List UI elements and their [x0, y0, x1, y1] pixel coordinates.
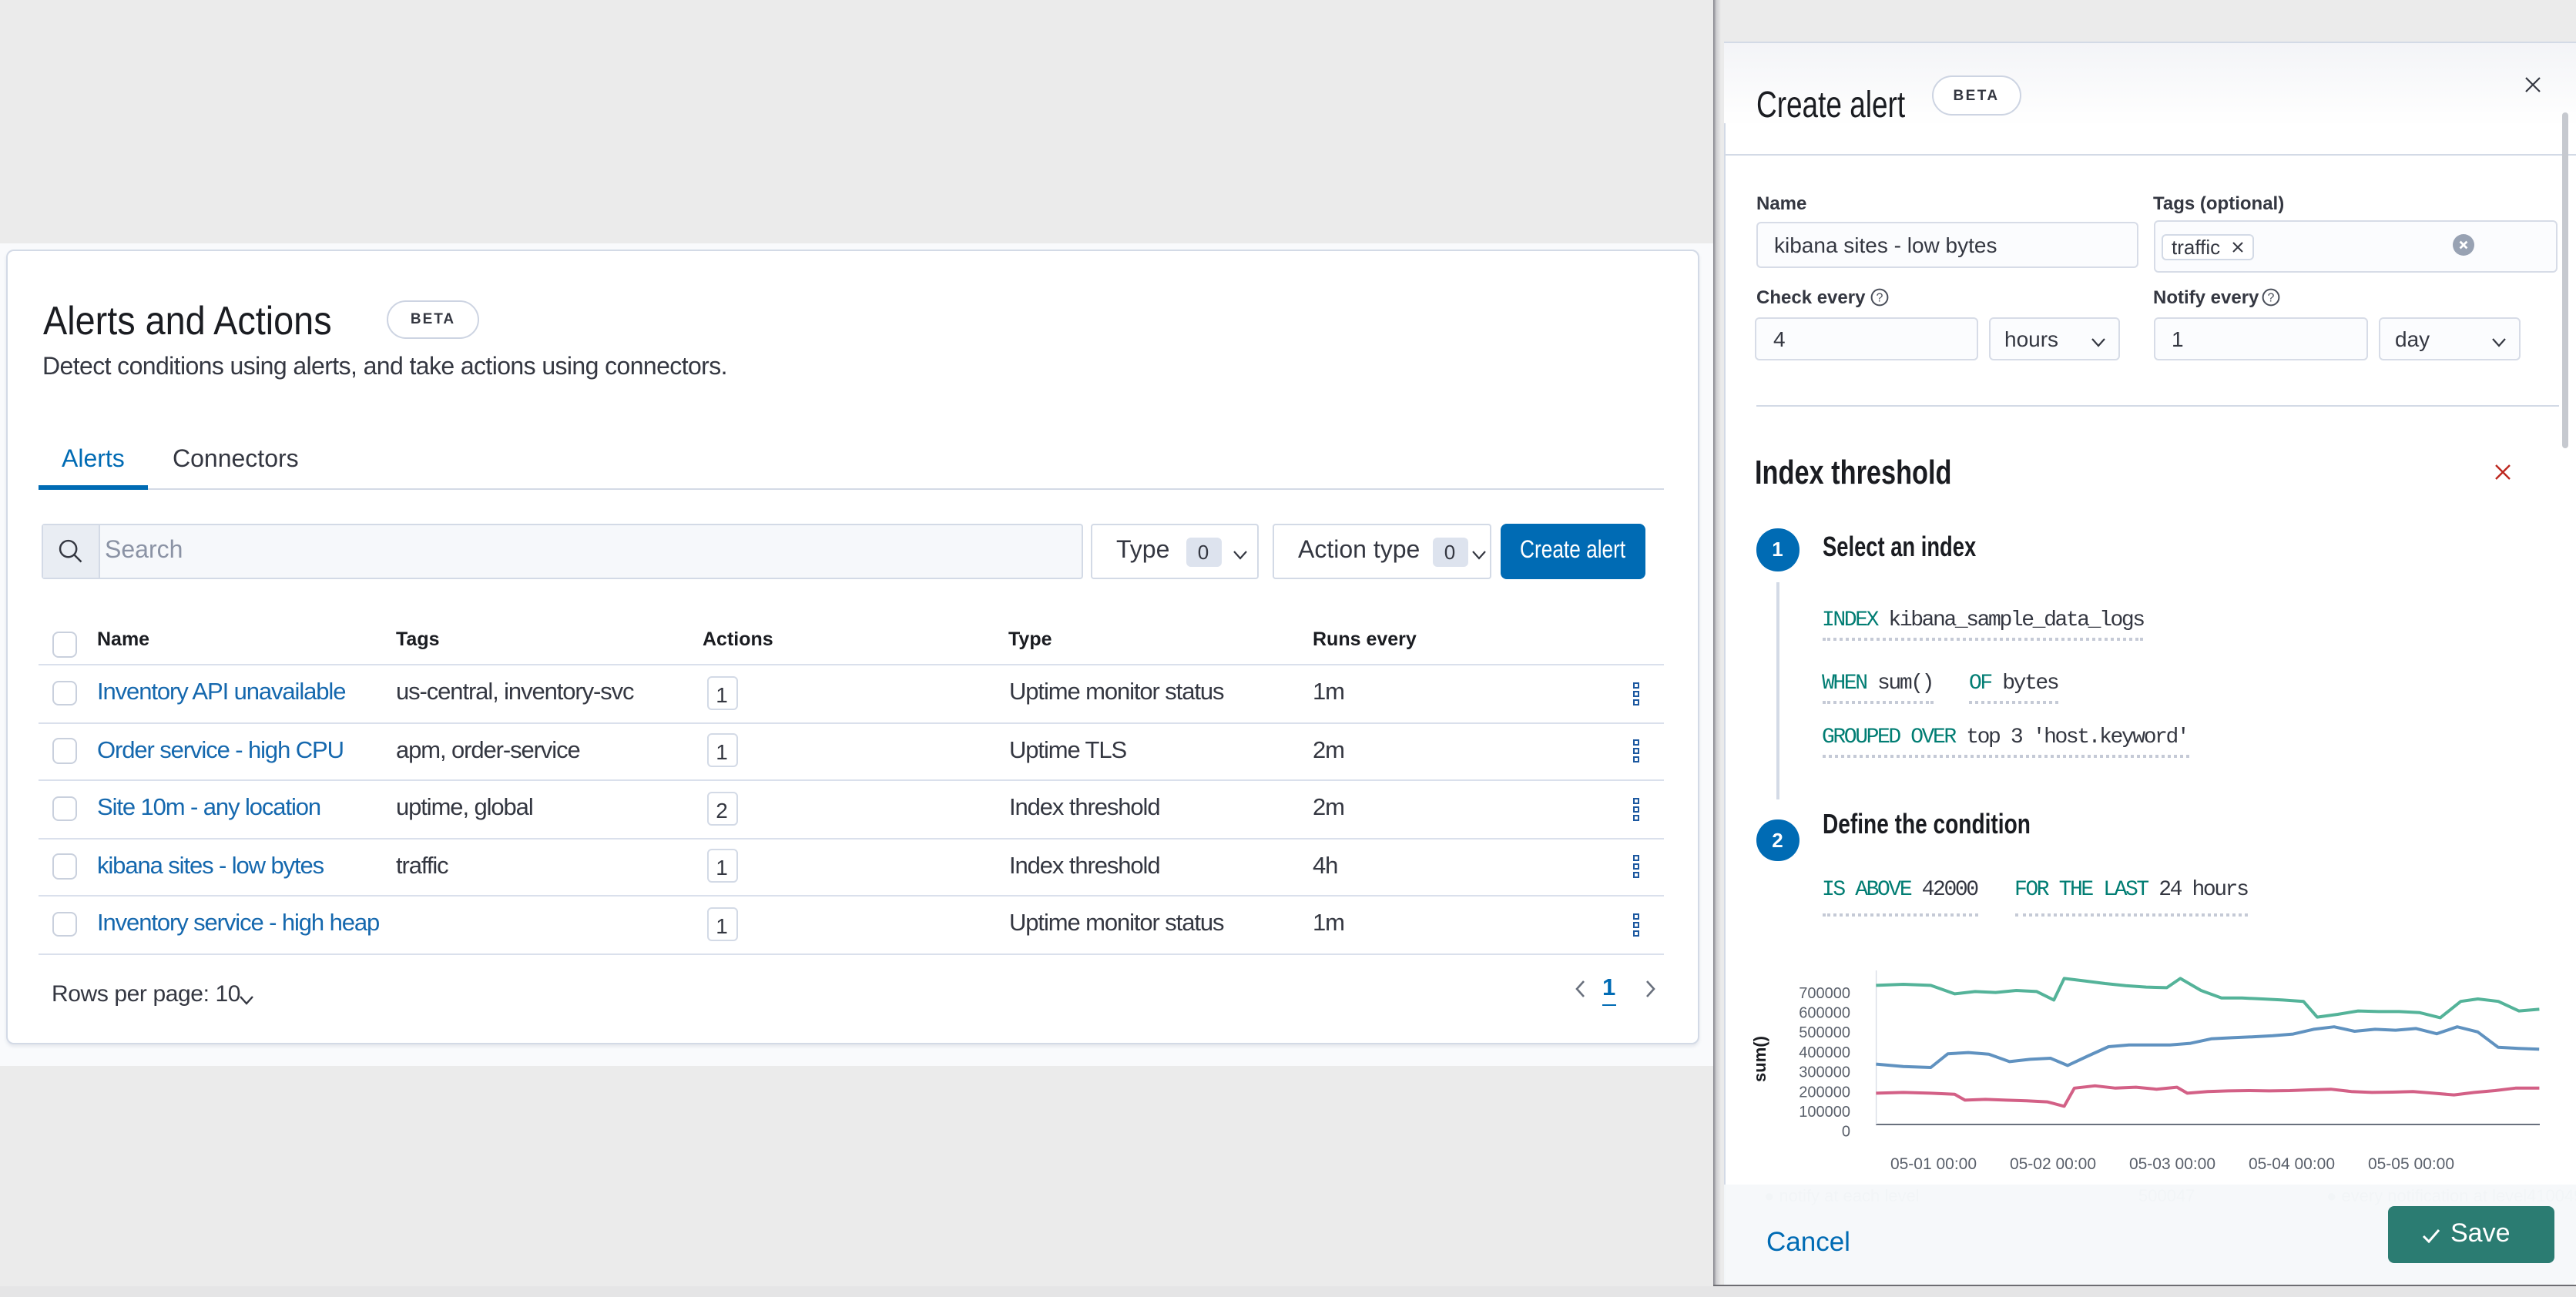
svg-text:400000: 400000 [1799, 1044, 1850, 1061]
svg-text:05-02 00:00: 05-02 00:00 [2010, 1155, 2096, 1173]
svg-text:600000: 600000 [1799, 1005, 1850, 1022]
svg-text:?: ? [1877, 291, 1883, 304]
svg-text:300000: 300000 [1799, 1064, 1850, 1081]
svg-text:500000: 500000 [1799, 1024, 1850, 1041]
svg-text:?: ? [2268, 291, 2275, 304]
svg-text:05-04 00:00: 05-04 00:00 [2249, 1155, 2335, 1173]
svg-text:05-05 00:00: 05-05 00:00 [2368, 1155, 2454, 1173]
svg-text:200000: 200000 [1799, 1084, 1850, 1101]
svg-text:100000: 100000 [1799, 1104, 1850, 1121]
svg-text:sum(): sum() [1750, 1036, 1769, 1082]
svg-text:05-03 00:00: 05-03 00:00 [2129, 1155, 2215, 1173]
svg-text:0: 0 [1842, 1124, 1850, 1141]
svg-text:700000: 700000 [1799, 985, 1850, 1002]
svg-text:05-01 00:00: 05-01 00:00 [1890, 1155, 1977, 1173]
